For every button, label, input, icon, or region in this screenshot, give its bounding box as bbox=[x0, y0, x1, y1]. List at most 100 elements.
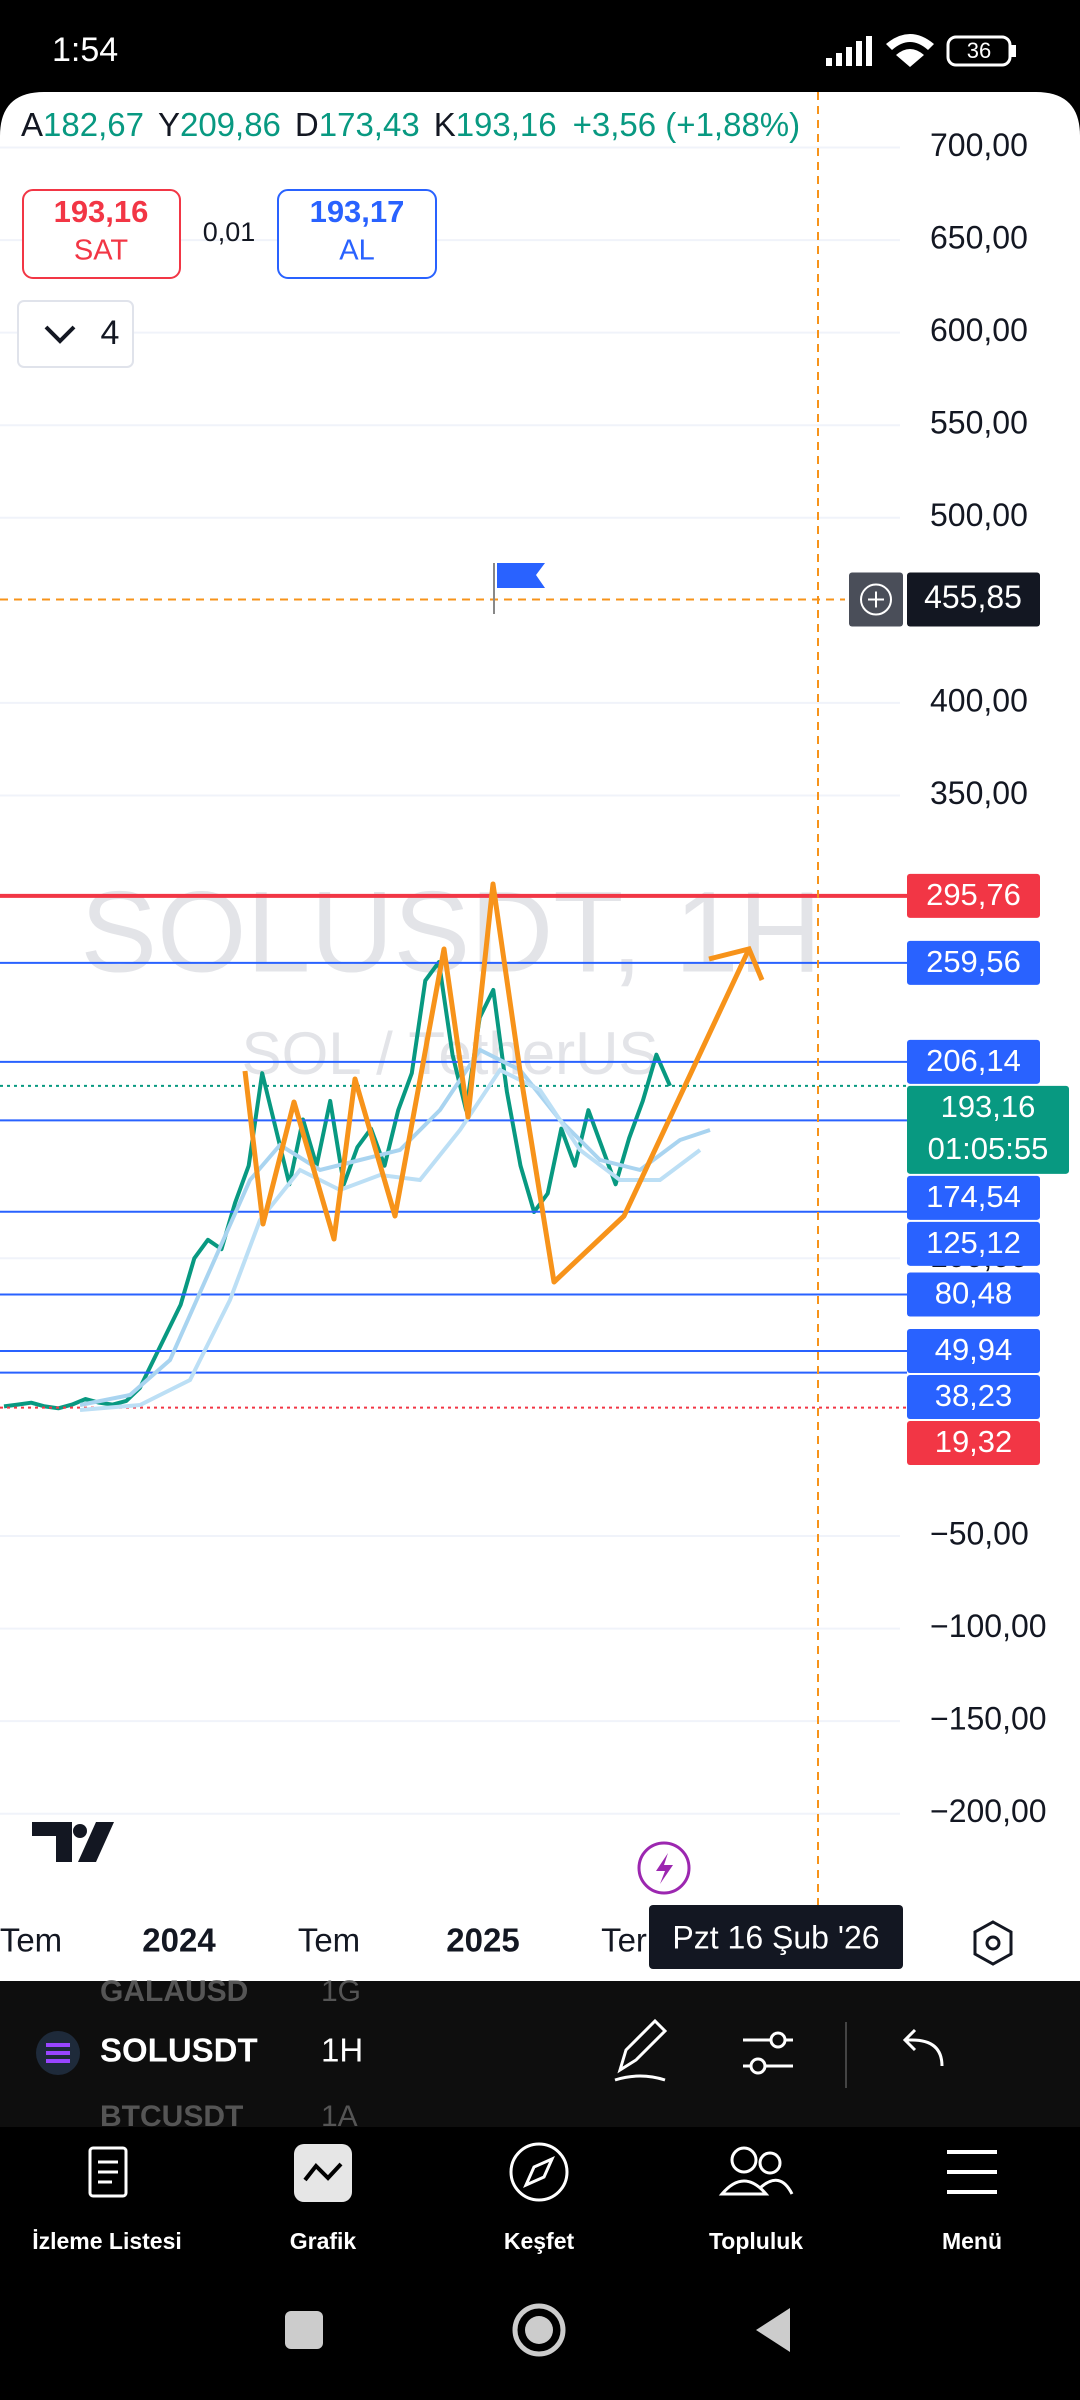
toolbar bbox=[0, 1981, 1080, 2127]
price-tag bbox=[907, 1328, 1040, 1373]
price-tag bbox=[907, 1272, 1040, 1317]
wifi-icon bbox=[886, 34, 934, 67]
draw-tool-icon[interactable] bbox=[614, 2018, 668, 2082]
buy-label: AL bbox=[339, 235, 374, 267]
price-tag-label: 174,54 bbox=[926, 1179, 1021, 1214]
y-tick-label: 350,00 bbox=[930, 775, 1028, 811]
price-tag bbox=[907, 1085, 1069, 1174]
moving-average bbox=[79, 1047, 711, 1407]
system-back[interactable] bbox=[756, 2308, 790, 2352]
price-tag-label: 38,23 bbox=[935, 1378, 1013, 1413]
ohlc-value: 209,86 bbox=[180, 106, 281, 143]
y-tick-label: 400,00 bbox=[930, 682, 1028, 718]
nav-icon-person bbox=[758, 2151, 782, 2175]
ohlc-row: A182,67 Y209,86 D173,43 K193,16 +3,56 (+1,88… bbox=[21, 106, 800, 143]
price-tag bbox=[907, 1420, 1040, 1465]
logo-dot bbox=[73, 1824, 87, 1838]
battery-level: 36 bbox=[967, 38, 991, 63]
y-tick-label: 550,00 bbox=[930, 405, 1028, 441]
buy-button[interactable] bbox=[277, 189, 437, 279]
ohlc-label: K bbox=[434, 106, 456, 143]
nav-bar bbox=[0, 2127, 1080, 2400]
nav-icon[interactable] bbox=[730, 2146, 758, 2174]
date-tooltip bbox=[649, 1905, 903, 1969]
symbol-interval[interactable]: 1H bbox=[321, 2032, 363, 2069]
x-tick-label: 2025 bbox=[446, 1922, 519, 1959]
price-tag-label: 206,14 bbox=[926, 1043, 1021, 1078]
y-tick-label: −150,00 bbox=[930, 1701, 1047, 1737]
spread: 0,01 bbox=[203, 217, 256, 247]
quantity-box[interactable] bbox=[17, 300, 134, 368]
x-tick-label: Tem bbox=[298, 1922, 360, 1959]
system-recents[interactable] bbox=[285, 2311, 323, 2349]
nav-label[interactable]: Grafik bbox=[290, 2228, 357, 2254]
price-tag bbox=[907, 1221, 1040, 1266]
symbol-interval: 1G bbox=[321, 1975, 361, 2008]
price-line bbox=[3, 960, 672, 1411]
price-tag-label: 295,76 bbox=[926, 877, 1021, 912]
ohlc-label: Y bbox=[158, 106, 180, 143]
symbol-name[interactable]: SOLUSDT bbox=[100, 2032, 258, 2069]
ohlc-label: A bbox=[21, 106, 43, 143]
price-tag bbox=[907, 873, 1040, 918]
price-tag-label: 19,32 bbox=[935, 1424, 1013, 1459]
price-tag bbox=[907, 1175, 1040, 1220]
drawing-zigzag bbox=[242, 881, 752, 1285]
y-tick-label: 600,00 bbox=[930, 312, 1028, 348]
symbol-name[interactable]: GALAUSD bbox=[100, 1975, 248, 2008]
y-tick-label: 700,00 bbox=[930, 127, 1028, 163]
indicator-knob bbox=[749, 2057, 767, 2075]
chart-area bbox=[0, 92, 1080, 1981]
indicator-knob bbox=[769, 2031, 787, 2049]
price-tag bbox=[907, 940, 1040, 985]
chevron bbox=[44, 325, 76, 344]
price-tag bbox=[907, 1374, 1040, 1419]
symbol-icon-mark bbox=[46, 2043, 70, 2063]
date-tooltip-text: Pzt 16 Şub '26 bbox=[672, 1919, 879, 1955]
nav-icon-lines bbox=[98, 2160, 118, 2184]
signal-icon bbox=[826, 36, 872, 66]
price-tag-label: 49,94 bbox=[935, 1332, 1013, 1367]
ohlc-value: 182,67 bbox=[43, 106, 144, 143]
undo-icon[interactable] bbox=[902, 2028, 944, 2067]
plus-icon-cross bbox=[868, 591, 884, 608]
x-tick-label: Tem bbox=[0, 1922, 62, 1959]
price-tag-label: 125,12 bbox=[926, 1225, 1021, 1260]
time-axis: Tem 2024 Tem 2025 Ter bbox=[0, 1922, 647, 1959]
settings-icon[interactable] bbox=[973, 1920, 1013, 1966]
nav-icon-chart bbox=[303, 2162, 343, 2182]
sell-button[interactable] bbox=[22, 189, 181, 279]
nav-label[interactable]: Topluluk bbox=[709, 2228, 803, 2254]
nav-label[interactable]: Keşfet bbox=[504, 2228, 575, 2254]
nav-icon[interactable] bbox=[947, 2150, 997, 2194]
lightning-button[interactable] bbox=[637, 1841, 691, 1895]
price-tag-label: 259,56 bbox=[926, 944, 1021, 979]
y-tick-label: −100,00 bbox=[930, 1608, 1047, 1644]
price-tag-label: 193,16 bbox=[941, 1089, 1036, 1124]
watermark-title: SOLUSDT, 1H bbox=[80, 868, 821, 996]
nav-label[interactable]: Menü bbox=[942, 2228, 1002, 2254]
nav-icon-compass bbox=[523, 2156, 555, 2188]
countdown: 01:05:55 bbox=[928, 1131, 1049, 1166]
logo bbox=[32, 1822, 114, 1862]
price-tag bbox=[907, 1039, 1040, 1084]
sell-label: SAT bbox=[74, 235, 129, 267]
settings-icon-center bbox=[985, 1935, 1001, 1951]
system-home[interactable] bbox=[512, 2303, 566, 2357]
plus-icon bbox=[860, 583, 892, 616]
nav-icon-people bbox=[718, 2178, 794, 2196]
crosshair-tag-label: 455,85 bbox=[924, 579, 1022, 615]
system-home-dot bbox=[525, 2316, 553, 2344]
nav-label[interactable]: İzleme Listesi bbox=[32, 2228, 182, 2254]
y-tick-label: −50,00 bbox=[930, 1515, 1029, 1551]
y-tick-label: 650,00 bbox=[930, 220, 1028, 256]
buy-price: 193,17 bbox=[310, 194, 405, 229]
drawing-arrowhead bbox=[708, 946, 765, 981]
y-tick-label: 500,00 bbox=[930, 497, 1028, 533]
nav-icon[interactable] bbox=[509, 2142, 569, 2202]
ohlc-change: +3,56 (+1,88%) bbox=[573, 106, 801, 143]
quantity: 4 bbox=[101, 314, 120, 352]
nav-icon[interactable] bbox=[88, 2146, 128, 2198]
